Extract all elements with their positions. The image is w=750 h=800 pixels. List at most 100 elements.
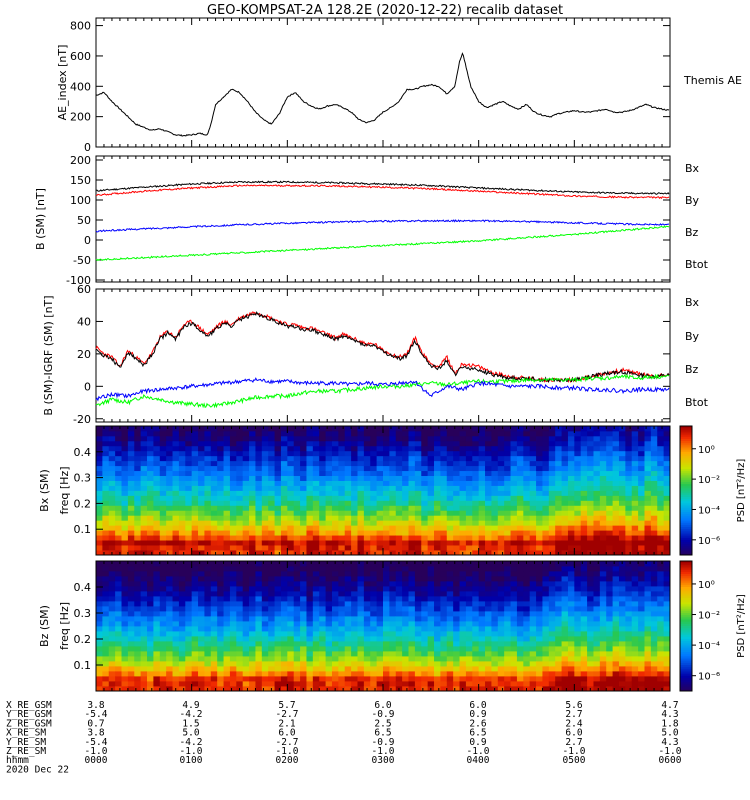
bz_spec-cell: [121, 586, 129, 592]
bx_spec-cell: [159, 535, 167, 541]
bx_spec-cell: [134, 465, 142, 472]
bz_spec-cell: [510, 621, 518, 627]
bz_spec-cell: [357, 661, 365, 667]
bx_spec-cell: [229, 530, 237, 536]
bx_spec-cell: [96, 545, 103, 551]
bz_spec-cell: [108, 586, 116, 592]
bz_spec-cell: [325, 651, 333, 657]
bx_spec-cell: [606, 510, 613, 516]
bx_spec-cell: [618, 525, 626, 531]
bx_spec-cell: [300, 465, 307, 472]
bz_spec-cell: [408, 651, 416, 657]
bx_spec-cell: [319, 465, 326, 472]
bz_spec-cell: [242, 681, 250, 687]
bx_spec-cell: [210, 540, 218, 546]
bz_spec-cell: [446, 676, 454, 682]
bx_spec-cell: [542, 530, 550, 536]
bx_spec-cell: [121, 450, 129, 457]
bx_spec-cell: [631, 550, 639, 556]
bz_spec-cell: [427, 626, 435, 632]
bz_spec-cell: [242, 671, 250, 677]
bx_spec-cell: [434, 450, 441, 457]
bz_spec-cell: [459, 661, 467, 667]
bz_spec-cell: [331, 571, 339, 577]
bx_spec-cell: [178, 525, 186, 531]
bx_spec-cell: [370, 545, 378, 551]
bx_spec-cell: [223, 435, 231, 442]
bz_spec-cell: [516, 566, 524, 572]
bz_spec-cell: [453, 606, 460, 612]
bx_spec-cell: [261, 460, 269, 467]
bz_spec-cell: [229, 571, 237, 577]
bz_spec-cell: [102, 641, 110, 647]
bz_spec-cell: [504, 676, 511, 682]
bx_spec-cell: [293, 426, 301, 432]
bx_spec-cell: [644, 430, 652, 437]
bx_spec-cell: [618, 470, 626, 477]
bx_spec-cell: [389, 495, 397, 501]
bx_spec-cell: [159, 525, 167, 531]
bx_spec-cell: [478, 500, 486, 506]
bx_spec-cell: [638, 455, 645, 462]
bx_spec-cell: [121, 525, 129, 531]
bz_spec-cell: [478, 586, 486, 592]
bz_spec-cell: [440, 656, 448, 662]
bx_spec-cell: [453, 485, 460, 491]
bx_spec-cell: [96, 495, 103, 501]
bx_spec-cell: [370, 475, 378, 481]
bz_spec-cell: [217, 686, 224, 692]
bz_spec-cell: [370, 601, 378, 607]
bx_spec-cell: [172, 535, 180, 541]
bx_spec-cell: [440, 435, 448, 442]
bz_spec-cell: [115, 666, 122, 672]
bz_spec-cell: [108, 661, 116, 667]
b_sm-ytick-label: -50: [73, 254, 91, 267]
bx_spec-cell: [555, 540, 562, 546]
bx_spec-cell: [338, 465, 346, 472]
bz_spec-cell: [121, 621, 129, 627]
bx_spec-cell: [166, 510, 173, 516]
bx_spec-cell: [166, 450, 173, 457]
bx_spec-cell: [172, 485, 180, 491]
bz_spec-cell: [287, 681, 295, 687]
bx_spec-cell: [312, 525, 320, 531]
bx_spec-cell: [631, 540, 639, 546]
bz_spec-cell: [376, 586, 384, 592]
bx_spec-cell: [319, 470, 326, 477]
bz_spec-cell: [147, 641, 154, 647]
bz_spec-cell: [166, 621, 173, 627]
bz_spec-cell: [178, 591, 186, 597]
bz_spec-cell: [376, 661, 384, 667]
bx_spec-cell: [561, 470, 569, 477]
bz_spec-cell: [485, 596, 492, 602]
bz_spec-cell: [510, 631, 518, 637]
bx_spec-cell: [663, 530, 671, 536]
bz_spec-cell: [523, 651, 531, 657]
bx_spec-cell: [491, 500, 499, 506]
bz_spec-cell: [223, 631, 231, 637]
bz_spec-cell: [127, 671, 135, 677]
bx_spec-cell: [536, 460, 543, 467]
bx_spec-cell: [510, 460, 518, 467]
bx_spec-cell: [115, 490, 122, 496]
bz_spec-cell: [395, 636, 403, 642]
bx_spec-cell: [529, 540, 537, 546]
bz_spec-cell: [300, 666, 307, 672]
bx_spec-cell: [319, 490, 326, 496]
bx_spec-cell: [300, 540, 307, 546]
bz_spec-cell: [312, 586, 320, 592]
bx_spec-cell: [395, 430, 403, 437]
bz_spec-cell: [185, 591, 193, 597]
bx_spec-cell: [402, 455, 409, 462]
bz_spec-cell: [536, 616, 543, 622]
bz_spec-cell: [516, 631, 524, 637]
bx_spec-cell: [312, 515, 320, 521]
bz_spec-cell: [363, 606, 371, 612]
bx_spec-cell: [210, 485, 218, 491]
bz_spec-cell: [542, 596, 550, 602]
bx_spec-cell: [478, 430, 486, 437]
bz_spec-cell: [338, 646, 346, 652]
bz_spec-cell: [478, 561, 486, 567]
bx_spec-cell: [261, 505, 269, 511]
b_sm_igrf-ytick-label: 40: [77, 315, 91, 328]
